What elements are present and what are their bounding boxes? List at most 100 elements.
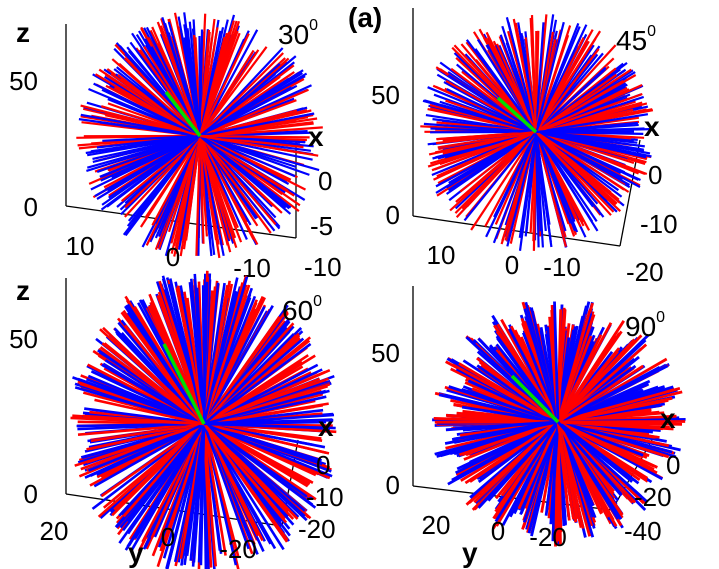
blue-ray: [101, 363, 205, 426]
blue-ray: [557, 420, 648, 503]
red-ray: [202, 423, 289, 541]
x-tick-label: 0: [648, 160, 662, 190]
blue-ray: [493, 131, 537, 218]
blue-ray: [199, 135, 290, 185]
z-tick-label: 50: [9, 66, 38, 96]
x-tick-label: -10: [306, 482, 344, 512]
blue-ray: [203, 389, 327, 426]
red-ray: [158, 280, 206, 425]
red-ray: [534, 131, 567, 247]
green-ray: [164, 90, 202, 138]
x-tick-label: -40: [624, 516, 662, 546]
red-ray: [459, 131, 537, 193]
red-ray: [198, 30, 232, 137]
blue-ray: [74, 386, 205, 426]
panel-top-right: 50 0 10 0 -10 x 0 -10 -20 450: [371, 8, 678, 287]
red-ray: [439, 130, 537, 166]
red-ray: [535, 131, 625, 191]
blue-ray: [535, 130, 638, 144]
y-tick-label: 20: [422, 510, 451, 540]
red-ray: [202, 423, 264, 542]
red-ray: [103, 342, 205, 426]
x-tick-label: -20: [634, 482, 672, 512]
blue-ray: [505, 42, 538, 133]
red-ray: [150, 423, 206, 539]
angle-label: 450: [616, 23, 656, 56]
red-ray: [199, 135, 295, 197]
blue-ray: [453, 420, 559, 444]
blue-ray: [438, 393, 559, 424]
blue-ray: [199, 72, 303, 137]
red-ray: [97, 423, 205, 518]
y-tick-label: 10: [66, 231, 95, 261]
angle-label: 600: [282, 293, 322, 326]
red-ray: [202, 423, 227, 556]
red-ray: [435, 130, 537, 145]
blue-ray: [557, 386, 643, 424]
red-ray: [455, 131, 537, 218]
red-ray: [198, 29, 211, 137]
angle-label: 300: [278, 17, 318, 50]
blue-ray: [203, 422, 322, 462]
z-tick-label: 50: [371, 338, 400, 368]
blue-ray: [430, 127, 537, 134]
blue-ray: [557, 420, 673, 454]
red-ray: [557, 399, 669, 424]
blue-ray: [553, 301, 560, 423]
red-ray: [199, 99, 297, 138]
red-ray: [74, 422, 205, 467]
blue-ray: [198, 35, 202, 137]
red-ray: [195, 135, 202, 256]
blue-ray: [534, 21, 565, 133]
red-ray: [203, 322, 295, 425]
blue-ray: [202, 423, 250, 550]
z-tick-label: 50: [371, 80, 400, 110]
red-ray: [82, 414, 205, 426]
blue-ray: [190, 278, 206, 425]
blue-ray: [422, 99, 537, 134]
red-ray: [557, 364, 644, 424]
blue-ray: [86, 377, 205, 426]
x-tick-label: -20: [626, 257, 664, 287]
blue-ray: [463, 131, 537, 222]
x-axis-label: x: [308, 121, 324, 152]
red-ray: [556, 421, 575, 520]
x-tick-label: 0: [318, 166, 332, 196]
blue-ray: [492, 131, 538, 244]
blue-ray: [435, 131, 537, 194]
red-ray: [202, 423, 213, 568]
red-ray: [100, 422, 205, 498]
red-ray: [198, 135, 208, 237]
red-ray: [535, 48, 600, 133]
blue-ray: [534, 131, 542, 232]
red-ray: [530, 37, 538, 133]
red-ray: [202, 286, 217, 425]
red-ray: [123, 57, 201, 137]
x-tick-label: -10: [304, 252, 342, 282]
blue-ray: [448, 385, 559, 424]
red-ray: [427, 108, 537, 134]
x-tick-label: -10: [640, 209, 678, 239]
red-ray: [199, 49, 255, 137]
y-tick-label: 0: [166, 242, 180, 272]
red-ray: [203, 405, 315, 426]
blue-ray: [93, 422, 205, 488]
blue-ray: [535, 113, 649, 134]
y-tick-label: -20: [219, 534, 257, 564]
red-ray: [156, 423, 206, 568]
figure-label: (a): [348, 2, 382, 33]
red-ray: [535, 92, 643, 134]
red-ray: [534, 31, 555, 133]
y-tick-label: 0: [161, 522, 175, 552]
red-ray: [458, 362, 559, 424]
red-ray: [90, 422, 205, 443]
red-ray: [199, 33, 250, 137]
blue-ray: [199, 112, 315, 138]
panel-bottom-right: 50 0 20 0 -20 y x 0 -20 -40 900: [371, 286, 686, 568]
y-axis-line: [412, 215, 621, 247]
red-ray: [100, 105, 201, 138]
red-ray: [139, 135, 201, 228]
blue-ray: [202, 305, 274, 425]
blue-ray: [101, 88, 201, 137]
red-ray: [556, 334, 643, 423]
